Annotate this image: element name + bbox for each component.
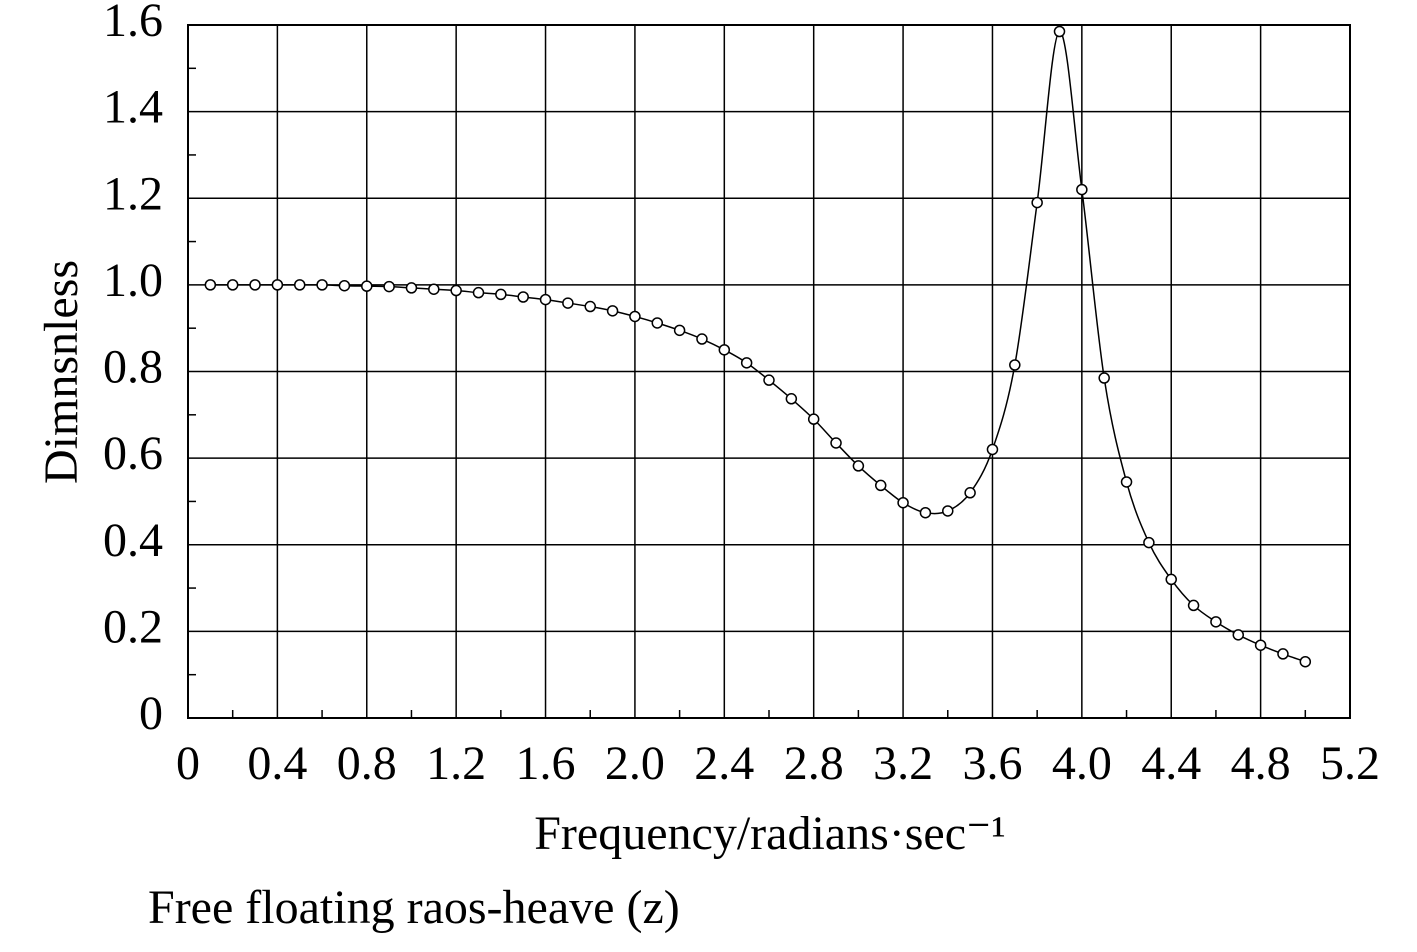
x-tick-label: 1.6 <box>516 737 576 790</box>
y-tick-label: 0.4 <box>103 514 163 567</box>
data-point <box>584 300 596 313</box>
data-point <box>740 357 753 369</box>
data-point <box>942 505 954 517</box>
x-tick-label: 4.8 <box>1231 737 1291 790</box>
data-point <box>1031 196 1043 209</box>
x-tick-label: 4.4 <box>1141 737 1201 790</box>
y-tick-label: 0.8 <box>103 341 163 394</box>
data-line <box>210 30 1306 663</box>
data-point <box>1165 573 1177 586</box>
x-tick-label: 0.8 <box>337 737 397 790</box>
data-point <box>405 282 418 294</box>
data-point <box>495 288 507 301</box>
data-point <box>472 286 485 299</box>
data-point <box>919 506 932 519</box>
data-point <box>1187 599 1200 612</box>
y-axis-label: Dimnsnless <box>35 260 88 484</box>
plot-frame <box>187 24 1351 719</box>
data-point <box>651 317 664 329</box>
data-point <box>897 496 909 509</box>
x-tick-label: 2.4 <box>694 737 754 790</box>
data-point <box>361 280 373 292</box>
data-point <box>562 297 574 309</box>
data-point <box>271 279 284 291</box>
data-point <box>428 283 440 295</box>
x-tick-label: 2.8 <box>784 737 844 790</box>
y-tick-label: 1.2 <box>103 167 163 220</box>
x-tick-label: 2.0 <box>605 737 665 790</box>
data-point <box>673 324 686 337</box>
data-point <box>718 344 731 356</box>
data-point <box>852 460 865 472</box>
x-axis-label: Frequency/radians·sec⁻¹ <box>534 807 1006 860</box>
data-point <box>249 279 261 291</box>
x-tick-label: 5.2 <box>1320 737 1380 790</box>
data-point <box>517 291 529 303</box>
data-point <box>763 374 775 386</box>
data-point <box>1009 359 1021 371</box>
data-point <box>696 333 708 345</box>
data-point <box>1210 616 1222 628</box>
data-point <box>316 279 328 291</box>
data-point <box>1053 25 1066 38</box>
data-point <box>293 279 306 291</box>
data-point <box>606 305 619 317</box>
data-point <box>450 284 462 297</box>
x-tick-label: 4.0 <box>1052 737 1112 790</box>
data-point <box>204 279 217 291</box>
data-point <box>1277 648 1289 660</box>
data-point <box>1254 639 1267 651</box>
data-point <box>383 280 395 293</box>
x-tick-label: 3.6 <box>962 737 1022 790</box>
data-point <box>964 487 976 499</box>
y-tick-label: 1.0 <box>103 254 163 307</box>
data-point <box>338 279 351 292</box>
data-point <box>1232 629 1245 641</box>
data-point <box>807 413 820 425</box>
y-tick-label: 0 <box>139 687 163 740</box>
x-tick-label: 1.2 <box>426 737 486 790</box>
x-tick-label: 3.2 <box>873 737 933 790</box>
data-point <box>226 279 239 291</box>
data-point <box>1299 655 1312 668</box>
data-point <box>629 310 641 323</box>
data-point <box>986 443 999 456</box>
data-point <box>1076 183 1088 196</box>
data-point <box>1098 372 1110 384</box>
data-point <box>874 479 887 492</box>
data-point <box>539 293 552 306</box>
x-tick-label: 0 <box>176 737 200 790</box>
y-tick-label: 1.6 <box>103 0 163 47</box>
data-point <box>1120 476 1133 488</box>
x-tick-label: 0.4 <box>247 737 307 790</box>
y-tick-label: 0.2 <box>103 600 163 653</box>
y-tick-label: 1.4 <box>103 81 163 134</box>
caption: Free floating raos-heave (z) <box>148 881 680 934</box>
y-tick-label: 0.6 <box>103 427 163 480</box>
data-point <box>830 437 842 449</box>
data-point <box>1143 536 1155 549</box>
data-point <box>785 393 798 405</box>
